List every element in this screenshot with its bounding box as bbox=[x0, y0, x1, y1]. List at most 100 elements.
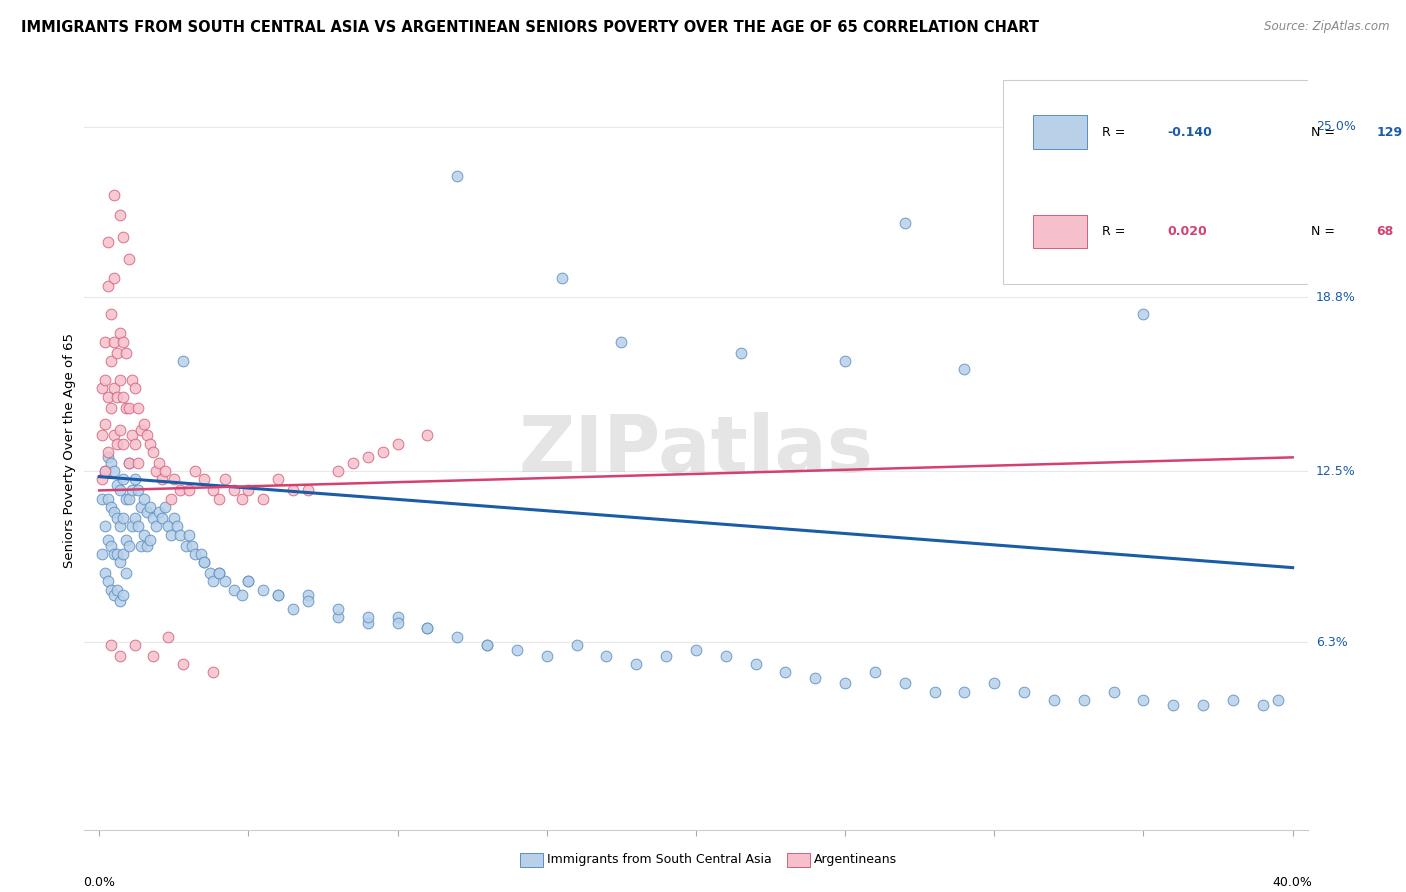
Point bbox=[103, 588, 125, 602]
Text: R =: R = bbox=[1102, 126, 1125, 138]
Point bbox=[129, 423, 152, 437]
Point bbox=[177, 483, 200, 498]
Point bbox=[565, 638, 588, 652]
Point bbox=[100, 401, 122, 415]
Point bbox=[357, 450, 380, 465]
FancyBboxPatch shape bbox=[1004, 79, 1406, 284]
Point bbox=[184, 464, 207, 478]
Point bbox=[112, 588, 135, 602]
Point bbox=[118, 252, 141, 266]
Text: Argentineans: Argentineans bbox=[814, 854, 897, 866]
Point bbox=[118, 456, 141, 470]
Point bbox=[124, 381, 146, 395]
Point bbox=[156, 519, 179, 533]
Point bbox=[214, 574, 236, 589]
Point bbox=[983, 676, 1005, 690]
Point bbox=[214, 472, 236, 486]
Point bbox=[655, 648, 678, 663]
Point bbox=[169, 527, 191, 541]
Point bbox=[97, 445, 120, 459]
Point bbox=[160, 527, 183, 541]
Point bbox=[1102, 684, 1125, 698]
Point bbox=[252, 582, 274, 597]
Point bbox=[108, 593, 131, 607]
Point bbox=[103, 381, 125, 395]
Text: -0.140: -0.140 bbox=[1167, 126, 1212, 138]
Point bbox=[163, 472, 186, 486]
Point bbox=[105, 436, 128, 450]
Point bbox=[326, 602, 349, 616]
Point bbox=[714, 648, 737, 663]
Point bbox=[136, 428, 159, 442]
Point bbox=[108, 423, 131, 437]
Point bbox=[184, 547, 207, 561]
Point bbox=[103, 464, 125, 478]
Point bbox=[326, 610, 349, 624]
Point bbox=[834, 354, 856, 368]
Point bbox=[100, 638, 122, 652]
Point bbox=[297, 588, 319, 602]
Point bbox=[129, 539, 152, 553]
Point bbox=[1132, 307, 1154, 321]
Point bbox=[238, 574, 260, 589]
Point bbox=[94, 566, 117, 581]
Point bbox=[685, 643, 707, 657]
Point bbox=[536, 648, 558, 663]
Point bbox=[103, 547, 125, 561]
Point bbox=[115, 566, 138, 581]
Point bbox=[105, 345, 128, 359]
Point bbox=[180, 539, 202, 553]
Point bbox=[105, 582, 128, 597]
Point bbox=[1043, 693, 1066, 707]
Point bbox=[166, 519, 188, 533]
Point bbox=[97, 390, 120, 404]
Point bbox=[94, 464, 117, 478]
Point bbox=[118, 456, 141, 470]
Point bbox=[136, 539, 159, 553]
Point bbox=[163, 511, 186, 525]
Point bbox=[94, 519, 117, 533]
Point bbox=[121, 428, 143, 442]
Point bbox=[834, 676, 856, 690]
Point bbox=[190, 547, 212, 561]
FancyBboxPatch shape bbox=[1033, 115, 1087, 149]
Point bbox=[416, 428, 439, 442]
Text: 129: 129 bbox=[1376, 126, 1402, 138]
Point bbox=[132, 491, 155, 506]
Point bbox=[108, 373, 131, 387]
Point bbox=[139, 436, 162, 450]
Point bbox=[108, 483, 131, 498]
Point bbox=[804, 671, 827, 685]
Point bbox=[118, 401, 141, 415]
Point bbox=[103, 271, 125, 285]
Point bbox=[148, 506, 170, 520]
Text: 18.8%: 18.8% bbox=[1316, 291, 1355, 304]
Point bbox=[201, 574, 224, 589]
Point bbox=[118, 491, 141, 506]
Point bbox=[112, 511, 135, 525]
Point bbox=[595, 648, 617, 663]
Point bbox=[97, 235, 120, 250]
Point bbox=[730, 345, 752, 359]
Text: 0.020: 0.020 bbox=[1167, 225, 1208, 238]
Point bbox=[610, 334, 633, 349]
Point bbox=[94, 417, 117, 432]
Point bbox=[112, 229, 135, 244]
Point bbox=[744, 657, 766, 672]
Point bbox=[342, 456, 364, 470]
Point bbox=[121, 519, 143, 533]
Text: 40.0%: 40.0% bbox=[1272, 877, 1313, 889]
Point bbox=[142, 648, 165, 663]
Point bbox=[174, 539, 197, 553]
Point bbox=[153, 500, 176, 514]
Point bbox=[132, 417, 155, 432]
Y-axis label: Seniors Poverty Over the Age of 65: Seniors Poverty Over the Age of 65 bbox=[63, 333, 76, 568]
Point bbox=[100, 582, 122, 597]
Point bbox=[1132, 693, 1154, 707]
Point bbox=[297, 593, 319, 607]
Point bbox=[124, 638, 146, 652]
Point bbox=[416, 621, 439, 635]
Point bbox=[103, 334, 125, 349]
Point bbox=[91, 472, 114, 486]
Point bbox=[357, 610, 380, 624]
